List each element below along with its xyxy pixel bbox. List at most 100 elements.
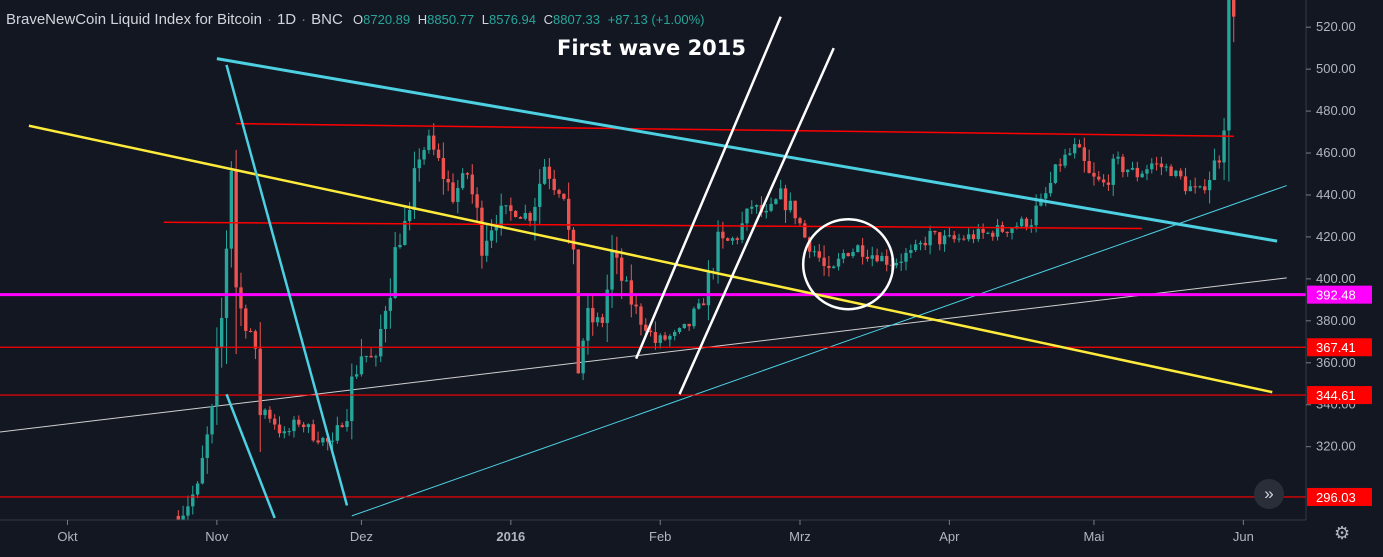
candle <box>803 223 807 238</box>
candle <box>369 355 373 358</box>
price-level-tag <box>1307 487 1372 506</box>
candle <box>1140 173 1144 178</box>
interval[interactable]: 1D <box>276 11 297 28</box>
trendline-yellow <box>28 124 1273 394</box>
candle <box>1193 186 1197 188</box>
candle <box>957 238 961 240</box>
candle <box>687 323 691 327</box>
candle <box>639 306 643 325</box>
candle <box>547 166 552 179</box>
candle <box>533 206 537 221</box>
candle <box>889 264 894 266</box>
candle <box>562 193 566 199</box>
candle <box>205 434 209 458</box>
candle <box>499 205 503 227</box>
candle <box>1183 176 1188 192</box>
chart-legend: BraveNewCoin Liquid Index for Bitcoin · 1D… <box>6 11 709 28</box>
candle <box>441 158 446 179</box>
candle <box>379 328 383 357</box>
annotation-title: First wave 2015 <box>557 36 747 60</box>
candle <box>292 419 296 432</box>
candle <box>398 244 402 248</box>
candle <box>1092 172 1096 177</box>
candle <box>971 234 976 240</box>
candle <box>1126 169 1130 173</box>
candle <box>335 425 340 441</box>
candle <box>326 437 330 442</box>
candle <box>832 266 836 269</box>
candle <box>634 304 638 307</box>
candle <box>812 251 817 253</box>
candle <box>427 135 431 151</box>
candle <box>1106 182 1111 185</box>
candle <box>909 250 913 253</box>
trendline-cyan-thick <box>216 57 1278 243</box>
candle <box>465 173 470 175</box>
candle <box>200 457 205 484</box>
candle <box>904 252 908 262</box>
candle <box>557 190 561 194</box>
candle <box>991 232 995 237</box>
candle <box>542 166 547 184</box>
channel-line-right <box>678 47 835 395</box>
candle <box>330 440 335 442</box>
price-level-tag <box>1307 338 1372 357</box>
candle <box>383 310 388 329</box>
candle <box>1203 186 1207 191</box>
price-tick-label: 460.00 <box>1316 145 1356 160</box>
candle <box>234 170 238 288</box>
candle <box>942 235 947 245</box>
candle <box>1053 164 1058 183</box>
candle <box>798 218 802 224</box>
candle <box>1063 154 1067 166</box>
candle <box>475 194 479 208</box>
candle <box>735 238 740 240</box>
candle <box>591 307 595 323</box>
candle <box>663 335 667 340</box>
candle <box>885 255 889 265</box>
candle <box>668 335 672 340</box>
candle <box>215 347 219 407</box>
symbol-name[interactable]: BraveNewCoin Liquid Index for Bitcoin <box>6 11 262 28</box>
candle <box>306 424 311 428</box>
candle <box>605 289 609 323</box>
price-tick-label: 360.00 <box>1316 355 1356 370</box>
price-tick-label: 480.00 <box>1316 103 1356 118</box>
gear-icon[interactable]: ⚙ <box>1334 523 1351 543</box>
price-level-label: 367.41 <box>1316 340 1356 355</box>
candle <box>1159 163 1164 168</box>
scroll-to-realtime-button[interactable]: » <box>1254 479 1284 509</box>
candle <box>740 223 744 240</box>
candle <box>224 248 229 318</box>
candle <box>1154 163 1159 165</box>
candle <box>513 210 518 217</box>
candle <box>933 230 937 233</box>
candle <box>359 356 364 375</box>
candle <box>865 256 870 259</box>
candle <box>1169 166 1173 176</box>
price-tick-label: 440.00 <box>1316 187 1356 202</box>
candle <box>644 324 648 331</box>
candle <box>229 170 234 249</box>
candle <box>875 255 879 262</box>
low-value: 8576.94 <box>489 12 536 27</box>
candle <box>1164 166 1168 168</box>
candle <box>504 205 508 207</box>
candle <box>976 228 980 240</box>
price-level-tag <box>1307 285 1372 304</box>
candle <box>822 257 826 266</box>
candle <box>176 515 180 522</box>
candle <box>706 271 711 306</box>
resistance-line-upper <box>236 122 1234 137</box>
candle <box>417 159 421 169</box>
candle <box>350 376 354 422</box>
candle <box>807 237 812 252</box>
candle <box>586 307 590 341</box>
candle <box>938 232 942 245</box>
candle <box>470 174 474 195</box>
candle <box>287 431 291 433</box>
candle <box>1212 160 1217 180</box>
time-tick-label: Jun <box>1233 529 1254 544</box>
circle-annotation <box>801 217 895 311</box>
